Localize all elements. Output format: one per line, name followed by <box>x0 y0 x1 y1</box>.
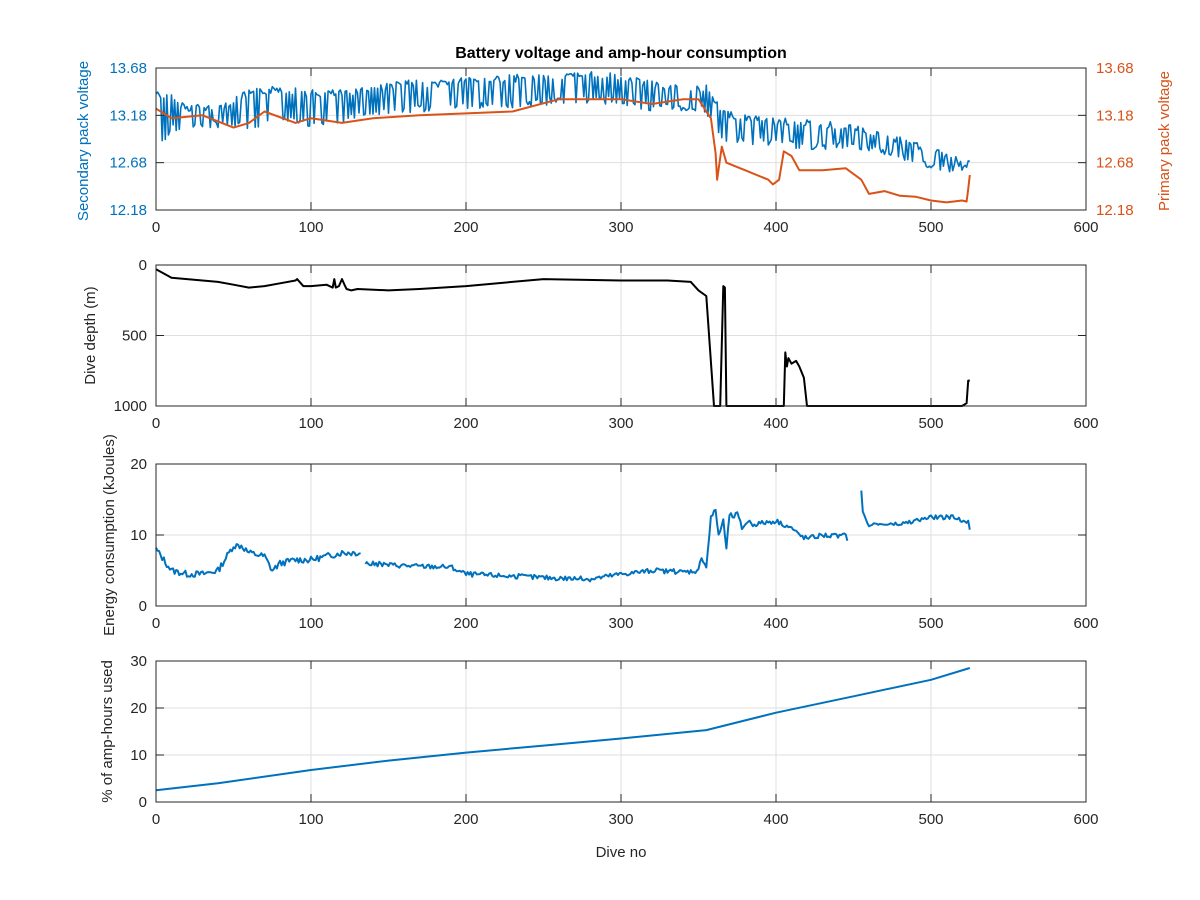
x-tick-label: 100 <box>298 811 323 828</box>
y-tick-label: 12.18 <box>109 202 147 219</box>
x-tick-label: 500 <box>918 415 943 432</box>
x-tick-label: 0 <box>152 219 160 236</box>
y-tick-label-right: 12.68 <box>1096 155 1134 172</box>
x-tick-label: 0 <box>152 811 160 828</box>
x-tick-label: 200 <box>453 811 478 828</box>
y-axis-label-left: Secondary pack voltage <box>75 61 92 221</box>
subplot-energy: 0 100 200 300 400 500 600 0 10 20 Energy consumpti… <box>101 434 1099 636</box>
y-axis-label-right: Primary pack voltage <box>1156 71 1173 211</box>
x-tick-label: 600 <box>1073 219 1098 236</box>
x-tick-label: 400 <box>763 219 788 236</box>
y-tick-label-right: 13.18 <box>1096 107 1134 124</box>
y-axis-label: Dive depth (m) <box>82 286 99 384</box>
y-tick-label: 1000 <box>114 398 147 415</box>
x-tick-label: 600 <box>1073 615 1098 632</box>
series-line-voltage-right <box>155 98 971 204</box>
series-line-energy-0 <box>155 543 361 578</box>
x-tick-label: 300 <box>608 615 633 632</box>
x-tick-label: 100 <box>298 219 323 236</box>
series-line-energy-2 <box>860 490 971 530</box>
x-axis-label: Dive no <box>596 844 647 861</box>
x-tick-label: 300 <box>608 811 633 828</box>
y-tick-label: 500 <box>122 328 147 345</box>
x-tick-label: 300 <box>608 415 633 432</box>
x-tick-label: 400 <box>763 615 788 632</box>
x-tick-label: 300 <box>608 219 633 236</box>
y-tick-label: 12.68 <box>109 155 147 172</box>
x-tick-label: 200 <box>453 219 478 236</box>
subplot-depth: 0 100 200 300 400 500 600 0 500 1000 Dive depth (m… <box>82 257 1099 432</box>
x-tick-label: 600 <box>1073 811 1098 828</box>
y-axis-label: Energy consumption (kJoules) <box>101 434 118 636</box>
y-tick-label: 13.68 <box>109 60 147 77</box>
y-tick-label: 20 <box>130 456 147 473</box>
y-tick-label-right: 13.68 <box>1096 60 1134 77</box>
series-line-amphours-0 <box>155 667 971 792</box>
x-tick-label: 100 <box>298 415 323 432</box>
x-tick-label: 500 <box>918 811 943 828</box>
x-tick-label: 500 <box>918 615 943 632</box>
x-tick-label: 400 <box>763 415 788 432</box>
y-tick-label: 10 <box>130 527 147 544</box>
series-line-voltage-left <box>155 71 971 173</box>
x-tick-label: 0 <box>152 415 160 432</box>
y-tick-label: 0 <box>139 598 147 615</box>
y-tick-label: 13.18 <box>109 107 147 124</box>
subplot-amphours: 0 100 200 300 400 500 600 0 10 20 30 % of amp-hours… <box>99 653 1099 828</box>
x-tick-label: 0 <box>152 615 160 632</box>
x-tick-label: 200 <box>453 615 478 632</box>
x-tick-label: 600 <box>1073 415 1098 432</box>
series-line-depth-0 <box>155 268 970 407</box>
y-tick-label: 0 <box>139 794 147 811</box>
y-axis-label: % of amp-hours used <box>99 660 116 803</box>
x-tick-label: 400 <box>763 811 788 828</box>
y-tick-label: 0 <box>139 257 147 274</box>
y-tick-label-right: 12.18 <box>1096 202 1134 219</box>
x-tick-label: 200 <box>453 415 478 432</box>
x-tick-label: 500 <box>918 219 943 236</box>
y-tick-label: 20 <box>130 700 147 717</box>
series-line-energy-1 <box>364 508 849 583</box>
y-tick-label: 10 <box>130 747 147 764</box>
x-tick-label: 100 <box>298 615 323 632</box>
figure-title: Battery voltage and amp-hour consumption <box>455 45 787 62</box>
y-tick-label: 30 <box>130 653 147 670</box>
